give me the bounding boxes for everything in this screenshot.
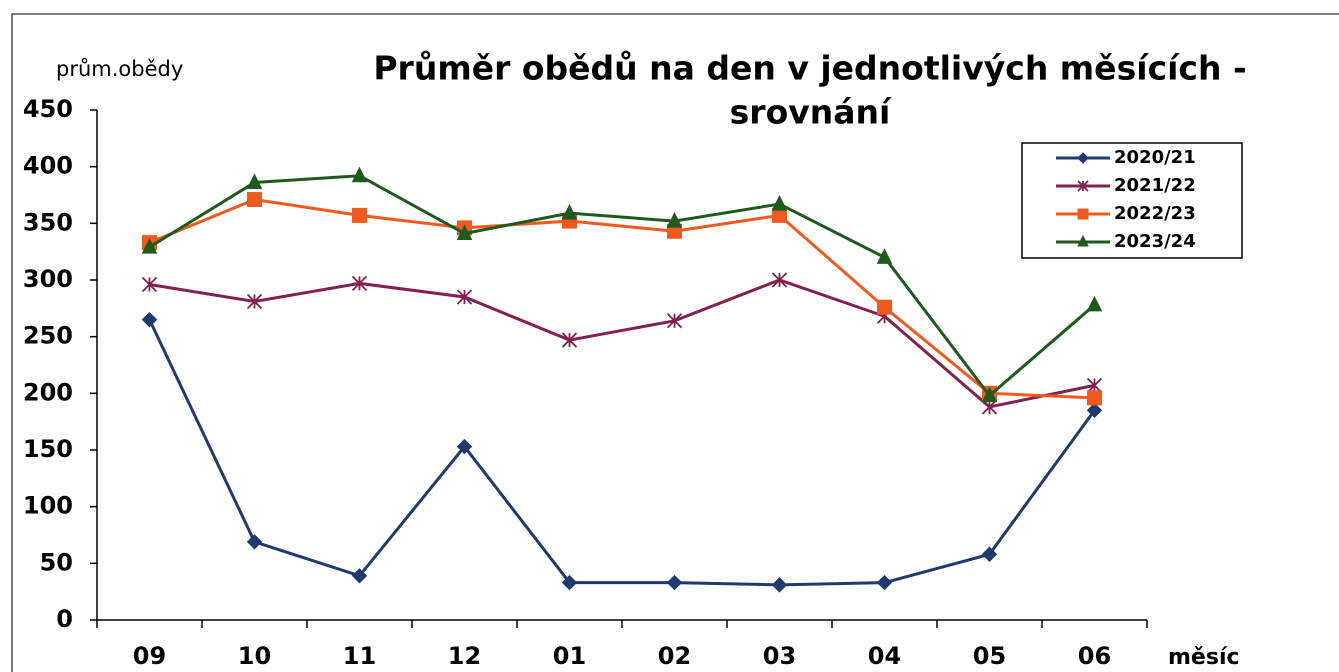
- legend-marker: [1077, 152, 1089, 164]
- marker: [771, 577, 788, 593]
- x-tick-label: 06: [1078, 642, 1111, 670]
- y-tick-label: 400: [23, 152, 73, 180]
- marker: [351, 568, 368, 584]
- marker: [666, 211, 683, 228]
- y-axis-label: prům.obědy: [56, 57, 183, 81]
- marker: [352, 207, 367, 223]
- legend-label: 2021/22: [1114, 175, 1196, 196]
- chart-title: Průměr obědů na den v jednotlivých měsíc…: [373, 49, 1246, 88]
- marker: [561, 574, 578, 591]
- legend-label: 2020/21: [1114, 147, 1196, 168]
- x-axis-label: měsíc: [1168, 645, 1240, 670]
- marker: [351, 166, 368, 183]
- series-line: [149, 278, 1095, 409]
- x-tick-label: 01: [553, 642, 586, 670]
- frame: [11, 13, 1339, 672]
- y-tick-label: 100: [23, 492, 73, 520]
- y-tick-label: 50: [40, 548, 73, 576]
- marker: [246, 534, 263, 550]
- series-line: [148, 197, 1095, 400]
- marker: [246, 293, 263, 310]
- x-tick-label: 09: [133, 642, 166, 670]
- series-line: [148, 174, 1096, 398]
- marker: [1086, 295, 1103, 312]
- marker: [981, 546, 998, 562]
- legend-box: [1021, 142, 1243, 259]
- marker: [561, 204, 578, 220]
- marker: [981, 386, 998, 403]
- legend-marker: [1077, 234, 1089, 247]
- marker: [246, 173, 263, 190]
- marker: [771, 272, 788, 288]
- marker: [981, 399, 998, 415]
- y-tick-label: 450: [23, 95, 73, 123]
- marker: [1086, 402, 1103, 419]
- marker: [141, 276, 158, 293]
- y-tick-label: 150: [23, 435, 73, 463]
- series-line: [148, 319, 1096, 587]
- marker: [247, 192, 262, 208]
- y-tick-label: 350: [23, 208, 73, 236]
- x-tick-label: 04: [868, 642, 901, 670]
- marker: [1086, 377, 1103, 394]
- x-tick-label: 03: [763, 642, 796, 670]
- marker: [771, 194, 788, 211]
- marker: [876, 574, 893, 591]
- x-tick-label: 10: [238, 642, 271, 670]
- x-tick-label: 12: [448, 642, 481, 670]
- legend-label: 2023/24: [1114, 231, 1196, 252]
- y-tick-label: 200: [23, 378, 73, 406]
- x-tick-label: 02: [658, 642, 691, 670]
- marker: [456, 438, 473, 455]
- marker: [666, 313, 683, 329]
- marker: [456, 289, 473, 305]
- y-tick-label: 300: [23, 265, 73, 293]
- x-tick-label: 05: [973, 642, 1006, 670]
- legend-marker: [1077, 208, 1089, 220]
- marker: [351, 275, 368, 292]
- y-tick-label: 250: [23, 322, 73, 350]
- legend-marker: [1077, 180, 1089, 192]
- marker: [456, 224, 473, 241]
- y-tick-label: 0: [56, 605, 73, 633]
- marker: [561, 332, 578, 348]
- chart-title: srovnání: [730, 93, 892, 132]
- marker: [876, 248, 893, 264]
- marker: [1087, 390, 1102, 406]
- marker: [666, 574, 683, 591]
- x-tick-label: 11: [343, 642, 376, 670]
- marker: [141, 311, 158, 328]
- marker: [877, 299, 892, 315]
- marker: [141, 238, 158, 254]
- legend-label: 2022/23: [1114, 203, 1196, 224]
